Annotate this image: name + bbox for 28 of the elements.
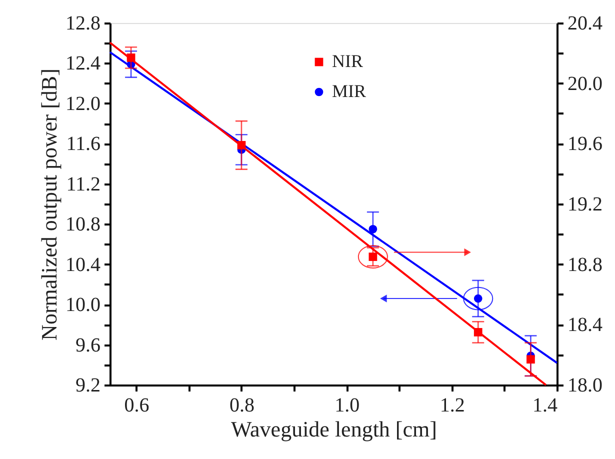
- x-tick-label: 1.4: [532, 394, 558, 416]
- legend-label: NIR: [332, 51, 363, 71]
- y2-tick-label: 19.2: [568, 194, 602, 216]
- legend-label: MIR: [332, 81, 366, 101]
- x-tick-label: 0.8: [229, 394, 254, 416]
- y-tick-label: 11.6: [66, 133, 100, 156]
- y2-tick-label: 18.8: [568, 254, 602, 276]
- y-axis-title: Normalized output power [dB]: [36, 68, 62, 340]
- y2-tick-label: 18.0: [568, 374, 602, 396]
- x-axis-title: Waveguide length [cm]: [231, 416, 437, 442]
- point: [368, 224, 378, 234]
- y-tick-label: 10.8: [66, 214, 100, 236]
- point: [526, 355, 535, 364]
- y-tick-label: 12.8: [66, 12, 100, 34]
- y-tick-label: 9.6: [76, 334, 100, 356]
- y-tick-label: 10.0: [66, 294, 100, 316]
- y-tick-label: 12.4: [66, 52, 100, 75]
- y2-tick-label: 20.4: [568, 12, 602, 34]
- x-tick-label: 1.0: [334, 394, 360, 416]
- y-tick-label: 11.2: [66, 173, 100, 196]
- y2-tick-label: 20.0: [568, 72, 602, 95]
- x-tick-label: 0.6: [124, 394, 150, 416]
- y-tick-label: 12.0: [66, 92, 100, 115]
- y-tick-label: 9.2: [76, 374, 100, 396]
- y-tick-label: 10.4: [66, 254, 100, 276]
- y2-tick-label: 19.6: [568, 133, 602, 156]
- y2-tick-label: 18.4: [568, 314, 602, 336]
- x-tick-label: 1.2: [440, 394, 465, 416]
